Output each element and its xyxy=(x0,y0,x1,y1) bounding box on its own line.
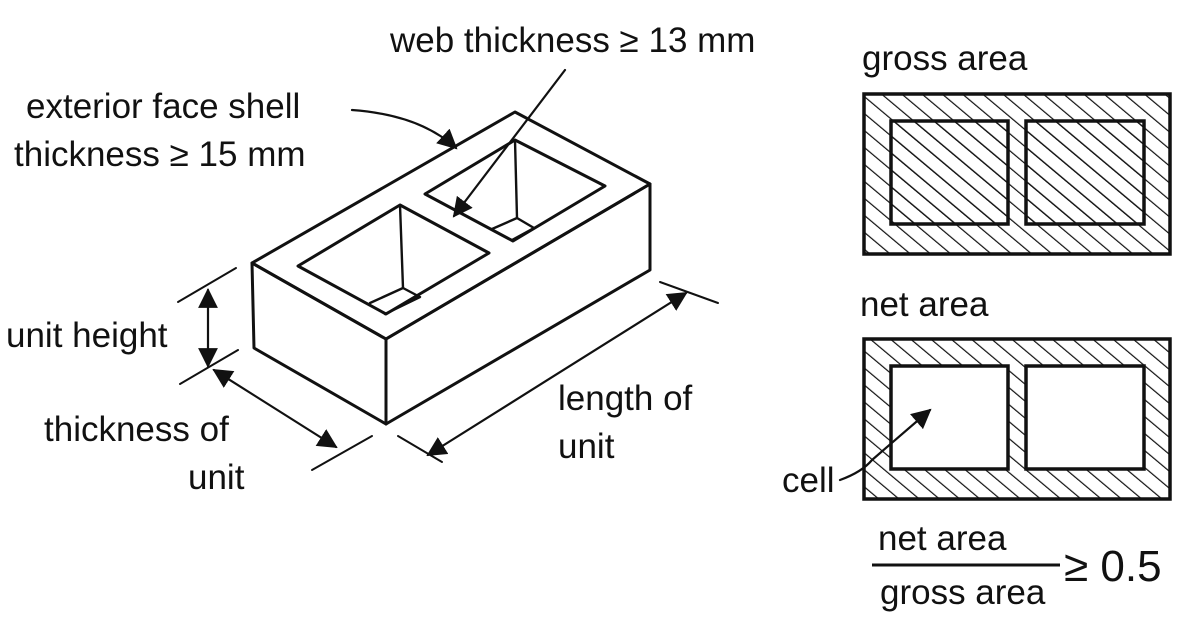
unit-height-label: unit height xyxy=(6,316,168,355)
block-cell-back xyxy=(423,138,607,243)
face-shell-label-line2: thickness ≥ 15 mm xyxy=(14,135,306,174)
net-area-title: net area xyxy=(860,285,989,324)
face-shell-leader xyxy=(350,108,458,150)
thickness-label-line1: thickness of xyxy=(44,410,229,449)
length-label-line1: length of xyxy=(558,379,693,418)
thickness-label-line2: unit xyxy=(188,458,245,497)
gross-area-panel: gross area xyxy=(862,39,1172,256)
block-side-face xyxy=(384,182,652,426)
web-thickness-leader xyxy=(452,68,567,218)
net-area-cell-left xyxy=(889,364,1010,471)
net-area-cell-right xyxy=(1024,364,1146,471)
ratio-relation: ≥ 0.5 xyxy=(1064,542,1162,591)
face-shell-label-line1: exterior face shell xyxy=(26,87,300,126)
area-ratio: net area gross area ≥ 0.5 xyxy=(872,519,1162,612)
length-dimension xyxy=(426,291,688,457)
concrete-block xyxy=(250,110,652,426)
length-label-line2: unit xyxy=(558,427,615,466)
gross-area-cell-right xyxy=(1024,119,1146,226)
gross-area-cell-left xyxy=(889,119,1010,226)
block-annotations xyxy=(177,68,719,471)
ratio-numerator: net area xyxy=(878,519,1007,558)
thickness-dimension xyxy=(212,368,338,449)
block-front-face xyxy=(250,261,388,426)
web-thickness-label: web thickness ≥ 13 mm xyxy=(389,21,755,60)
block-cell-front xyxy=(296,203,491,316)
cell-leader xyxy=(838,408,932,482)
gross-area-title: gross area xyxy=(862,39,1028,78)
net-area-panel: net area cell xyxy=(782,285,1172,501)
ratio-denominator: gross area xyxy=(880,573,1046,612)
cell-label: cell xyxy=(782,461,835,500)
